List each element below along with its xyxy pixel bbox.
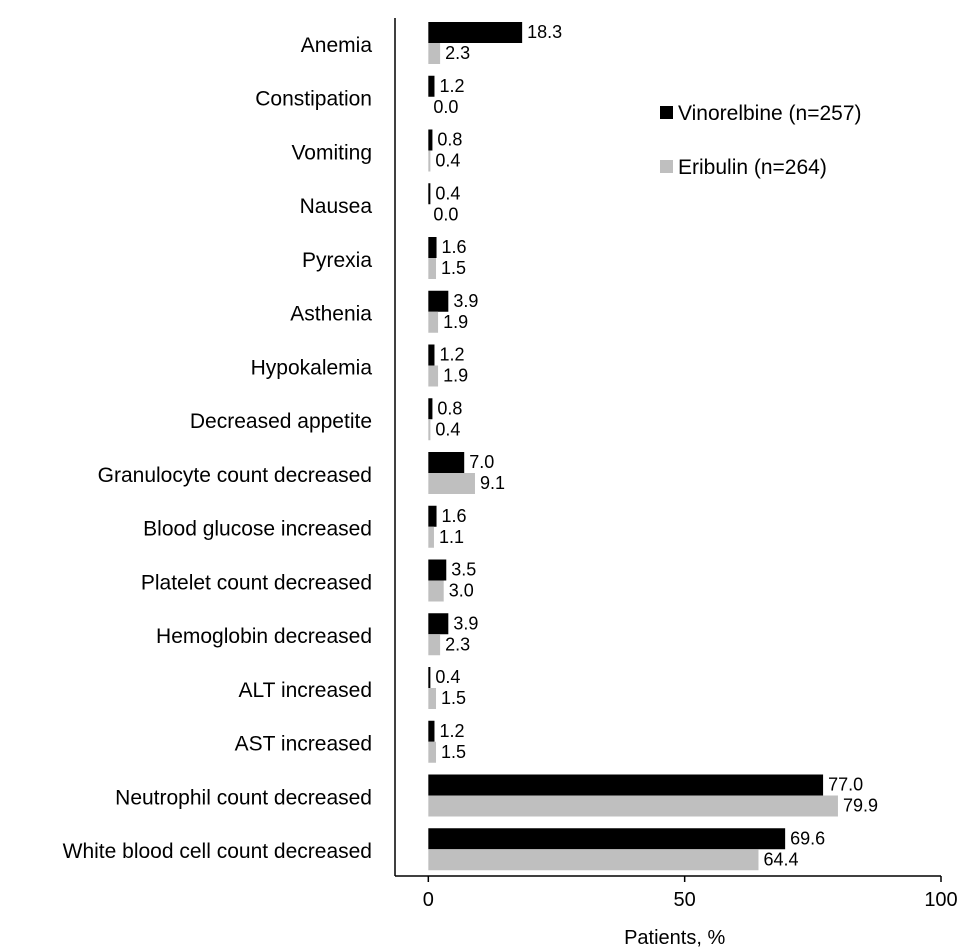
value-label-vinorelbine-blood-glucose-increased: 1.6	[442, 506, 467, 526]
category-label-white-blood-cell-count-decreased: White blood cell count decreased	[63, 840, 372, 863]
value-label-vinorelbine-platelet-count-decreased: 3.5	[451, 560, 476, 580]
value-label-vinorelbine-white-blood-cell-count-decreased: 69.6	[790, 828, 825, 848]
value-label-vinorelbine-hypokalemia: 1.2	[439, 345, 464, 365]
value-label-eribulin-hypokalemia: 1.9	[443, 366, 468, 386]
value-label-eribulin-neutrophil-count-decreased: 79.9	[843, 796, 878, 816]
bar-eribulin-blood-glucose-increased	[428, 527, 434, 548]
bar-vinorelbine-pyrexia	[428, 237, 436, 258]
bar-vinorelbine-vomiting	[428, 130, 432, 151]
value-labels: 18.32.31.20.00.80.40.40.01.61.53.91.91.2…	[433, 22, 878, 869]
value-label-eribulin-granulocyte-count-decreased: 9.1	[480, 473, 505, 493]
category-label-platelet-count-decreased: Platelet count decreased	[141, 571, 372, 594]
value-label-vinorelbine-granulocyte-count-decreased: 7.0	[469, 452, 494, 472]
category-label-nausea: Nausea	[300, 195, 373, 218]
bar-eribulin-platelet-count-decreased	[428, 581, 443, 602]
bar-eribulin-alt-increased	[428, 688, 436, 709]
value-label-vinorelbine-neutrophil-count-decreased: 77.0	[828, 775, 863, 795]
bar-eribulin-granulocyte-count-decreased	[428, 473, 475, 494]
value-label-vinorelbine-hemoglobin-decreased: 3.9	[453, 613, 478, 633]
bar-vinorelbine-white-blood-cell-count-decreased	[428, 828, 785, 849]
x-tick-label-0: 0	[423, 889, 434, 911]
value-label-eribulin-constipation: 0.0	[433, 97, 458, 117]
bar-vinorelbine-neutrophil-count-decreased	[428, 775, 823, 796]
value-label-eribulin-pyrexia: 1.5	[441, 258, 466, 278]
bar-vinorelbine-blood-glucose-increased	[428, 506, 436, 527]
bar-eribulin-neutrophil-count-decreased	[428, 796, 838, 817]
category-label-asthenia: Asthenia	[290, 303, 372, 326]
category-label-granulocyte-count-decreased: Granulocyte count decreased	[98, 464, 372, 487]
bar-eribulin-hemoglobin-decreased	[428, 634, 440, 655]
value-label-eribulin-nausea: 0.0	[433, 204, 458, 224]
value-label-vinorelbine-ast-increased: 1.2	[439, 721, 464, 741]
bar-eribulin-asthenia	[428, 312, 438, 333]
value-label-eribulin-hemoglobin-decreased: 2.3	[445, 634, 470, 654]
legend-swatch-vinorelbine	[660, 106, 673, 119]
category-label-hemoglobin-decreased: Hemoglobin decreased	[156, 625, 372, 648]
value-label-vinorelbine-vomiting: 0.8	[437, 130, 462, 150]
category-label-alt-increased: ALT increased	[239, 679, 372, 702]
bar-vinorelbine-ast-increased	[428, 721, 434, 742]
bar-vinorelbine-hemoglobin-decreased	[428, 613, 448, 634]
bar-eribulin-pyrexia	[428, 258, 436, 279]
bar-eribulin-white-blood-cell-count-decreased	[428, 849, 758, 870]
bar-vinorelbine-anemia	[428, 22, 522, 43]
legend: Vinorelbine (n=257) Eribulin (n=264)	[660, 102, 862, 179]
category-label-neutrophil-count-decreased: Neutrophil count decreased	[115, 786, 372, 809]
category-label-pyrexia: Pyrexia	[302, 249, 372, 272]
bar-eribulin-hypokalemia	[428, 366, 438, 387]
value-label-eribulin-decreased-appetite: 0.4	[435, 419, 460, 439]
value-label-eribulin-ast-increased: 1.5	[441, 742, 466, 762]
value-label-eribulin-platelet-count-decreased: 3.0	[449, 581, 474, 601]
category-labels: Anemia Constipation Vomiting Nausea Pyrexia A…	[63, 34, 373, 863]
legend-swatch-eribulin	[660, 160, 673, 173]
category-label-blood-glucose-increased: Blood glucose increased	[143, 518, 372, 541]
bar-vinorelbine-hypokalemia	[428, 345, 434, 366]
value-label-eribulin-anemia: 2.3	[445, 43, 470, 63]
category-label-ast-increased: AST increased	[235, 733, 372, 756]
bar-eribulin-ast-increased	[428, 742, 436, 763]
legend-label-vinorelbine: Vinorelbine (n=257)	[678, 102, 862, 125]
bar-eribulin-vomiting	[428, 151, 430, 172]
x-axis-title: Patients, %	[624, 927, 725, 949]
value-label-eribulin-blood-glucose-increased: 1.1	[439, 527, 464, 547]
value-label-eribulin-vomiting: 0.4	[435, 151, 460, 171]
bar-vinorelbine-alt-increased	[428, 667, 430, 688]
bar-vinorelbine-granulocyte-count-decreased	[428, 452, 464, 473]
bar-vinorelbine-decreased-appetite	[428, 398, 432, 419]
category-label-anemia: Anemia	[301, 34, 373, 57]
value-label-eribulin-white-blood-cell-count-decreased: 64.4	[763, 849, 798, 869]
bar-eribulin-anemia	[428, 43, 440, 64]
category-label-hypokalemia: Hypokalemia	[251, 356, 373, 379]
bar-vinorelbine-constipation	[428, 76, 434, 97]
bar-vinorelbine-asthenia	[428, 291, 448, 312]
value-label-eribulin-asthenia: 1.9	[443, 312, 468, 332]
x-axis-ticks: 0 50 100	[423, 876, 958, 911]
bar-vinorelbine-nausea	[428, 183, 430, 204]
bar-eribulin-decreased-appetite	[428, 419, 430, 440]
value-label-vinorelbine-asthenia: 3.9	[453, 291, 478, 311]
value-label-eribulin-alt-increased: 1.5	[441, 688, 466, 708]
value-label-vinorelbine-decreased-appetite: 0.8	[437, 398, 462, 418]
bar-vinorelbine-platelet-count-decreased	[428, 560, 446, 581]
legend-label-eribulin: Eribulin (n=264)	[678, 156, 827, 179]
value-label-vinorelbine-alt-increased: 0.4	[435, 667, 460, 687]
value-label-vinorelbine-anemia: 18.3	[527, 22, 562, 42]
category-label-constipation: Constipation	[255, 88, 372, 111]
x-tick-label-50: 50	[674, 889, 696, 911]
category-label-vomiting: Vomiting	[291, 141, 372, 164]
value-label-vinorelbine-pyrexia: 1.6	[442, 237, 467, 257]
x-tick-label-100: 100	[924, 889, 957, 911]
value-label-vinorelbine-constipation: 1.2	[439, 76, 464, 96]
bars-group	[428, 22, 838, 870]
category-label-decreased-appetite: Decreased appetite	[190, 410, 372, 433]
value-label-vinorelbine-nausea: 0.4	[435, 183, 460, 203]
